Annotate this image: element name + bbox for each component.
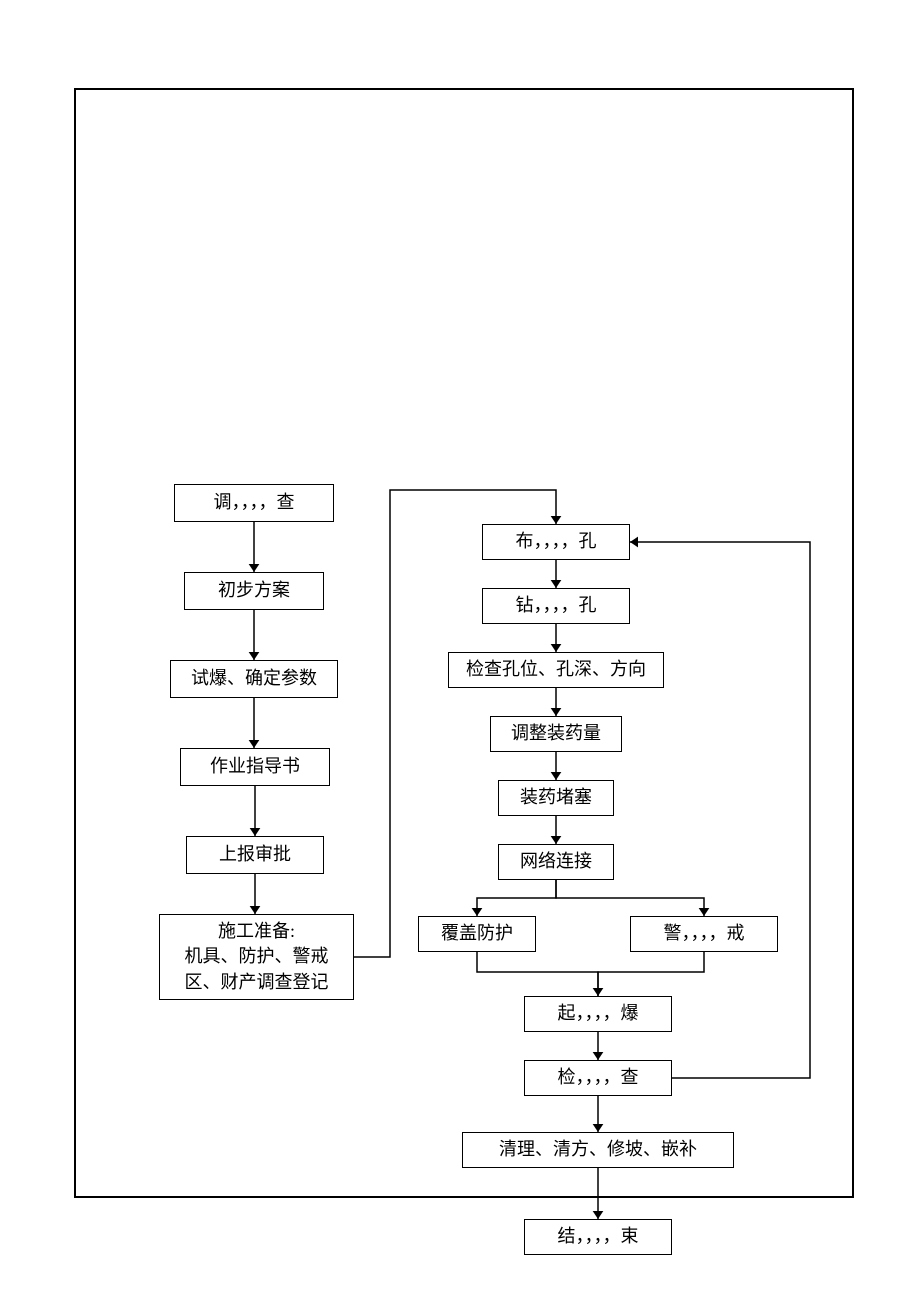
node-n10: 调整装药量 — [490, 716, 622, 752]
node-label: 作业指导书 — [210, 754, 300, 779]
node-label: 警，，，，戒 — [664, 921, 745, 946]
node-n16: 检，，，，查 — [524, 1060, 672, 1096]
node-label: 装药堵塞 — [520, 785, 592, 810]
node-label: 试爆、确定参数 — [191, 666, 317, 691]
node-label: 上报审批 — [219, 842, 291, 867]
node-n13: 覆盖防护 — [418, 916, 536, 952]
node-label: 初步方案 — [218, 578, 290, 603]
node-label: 起，，，，爆 — [558, 1001, 639, 1026]
node-n2: 初步方案 — [184, 572, 324, 610]
node-n5: 上报审批 — [186, 836, 324, 874]
node-label: 结，，，，束 — [558, 1224, 639, 1249]
node-n18: 结，，，，束 — [524, 1219, 672, 1255]
node-n12: 网络连接 — [498, 844, 614, 880]
node-n3: 试爆、确定参数 — [170, 660, 338, 698]
node-n8: 钻，，，，孔 — [482, 588, 630, 624]
node-n4: 作业指导书 — [180, 748, 330, 786]
node-label: 清理、清方、修坡、嵌补 — [499, 1137, 697, 1162]
node-n15: 起，，，，爆 — [524, 996, 672, 1032]
node-n11: 装药堵塞 — [498, 780, 614, 816]
node-label: 调整装药量 — [511, 721, 601, 746]
node-label: 检，，，，查 — [558, 1065, 639, 1090]
node-n17: 清理、清方、修坡、嵌补 — [462, 1132, 734, 1168]
node-n1: 调，，，，查 — [174, 484, 334, 522]
node-label: 施工准备: 机具、防护、警戒 区、财产调查登记 — [185, 919, 329, 995]
node-label: 检查孔位、孔深、方向 — [466, 657, 646, 682]
node-label: 钻，，，，孔 — [516, 593, 597, 618]
node-n9: 检查孔位、孔深、方向 — [448, 652, 664, 688]
node-n7: 布，，，，孔 — [482, 524, 630, 560]
node-label: 网络连接 — [520, 849, 592, 874]
outer-frame — [74, 88, 854, 1198]
node-label: 布，，，，孔 — [516, 529, 597, 554]
node-n6: 施工准备: 机具、防护、警戒 区、财产调查登记 — [159, 914, 354, 1000]
node-n14: 警，，，，戒 — [630, 916, 778, 952]
node-label: 覆盖防护 — [441, 921, 513, 946]
node-label: 调，，，，查 — [214, 490, 295, 515]
